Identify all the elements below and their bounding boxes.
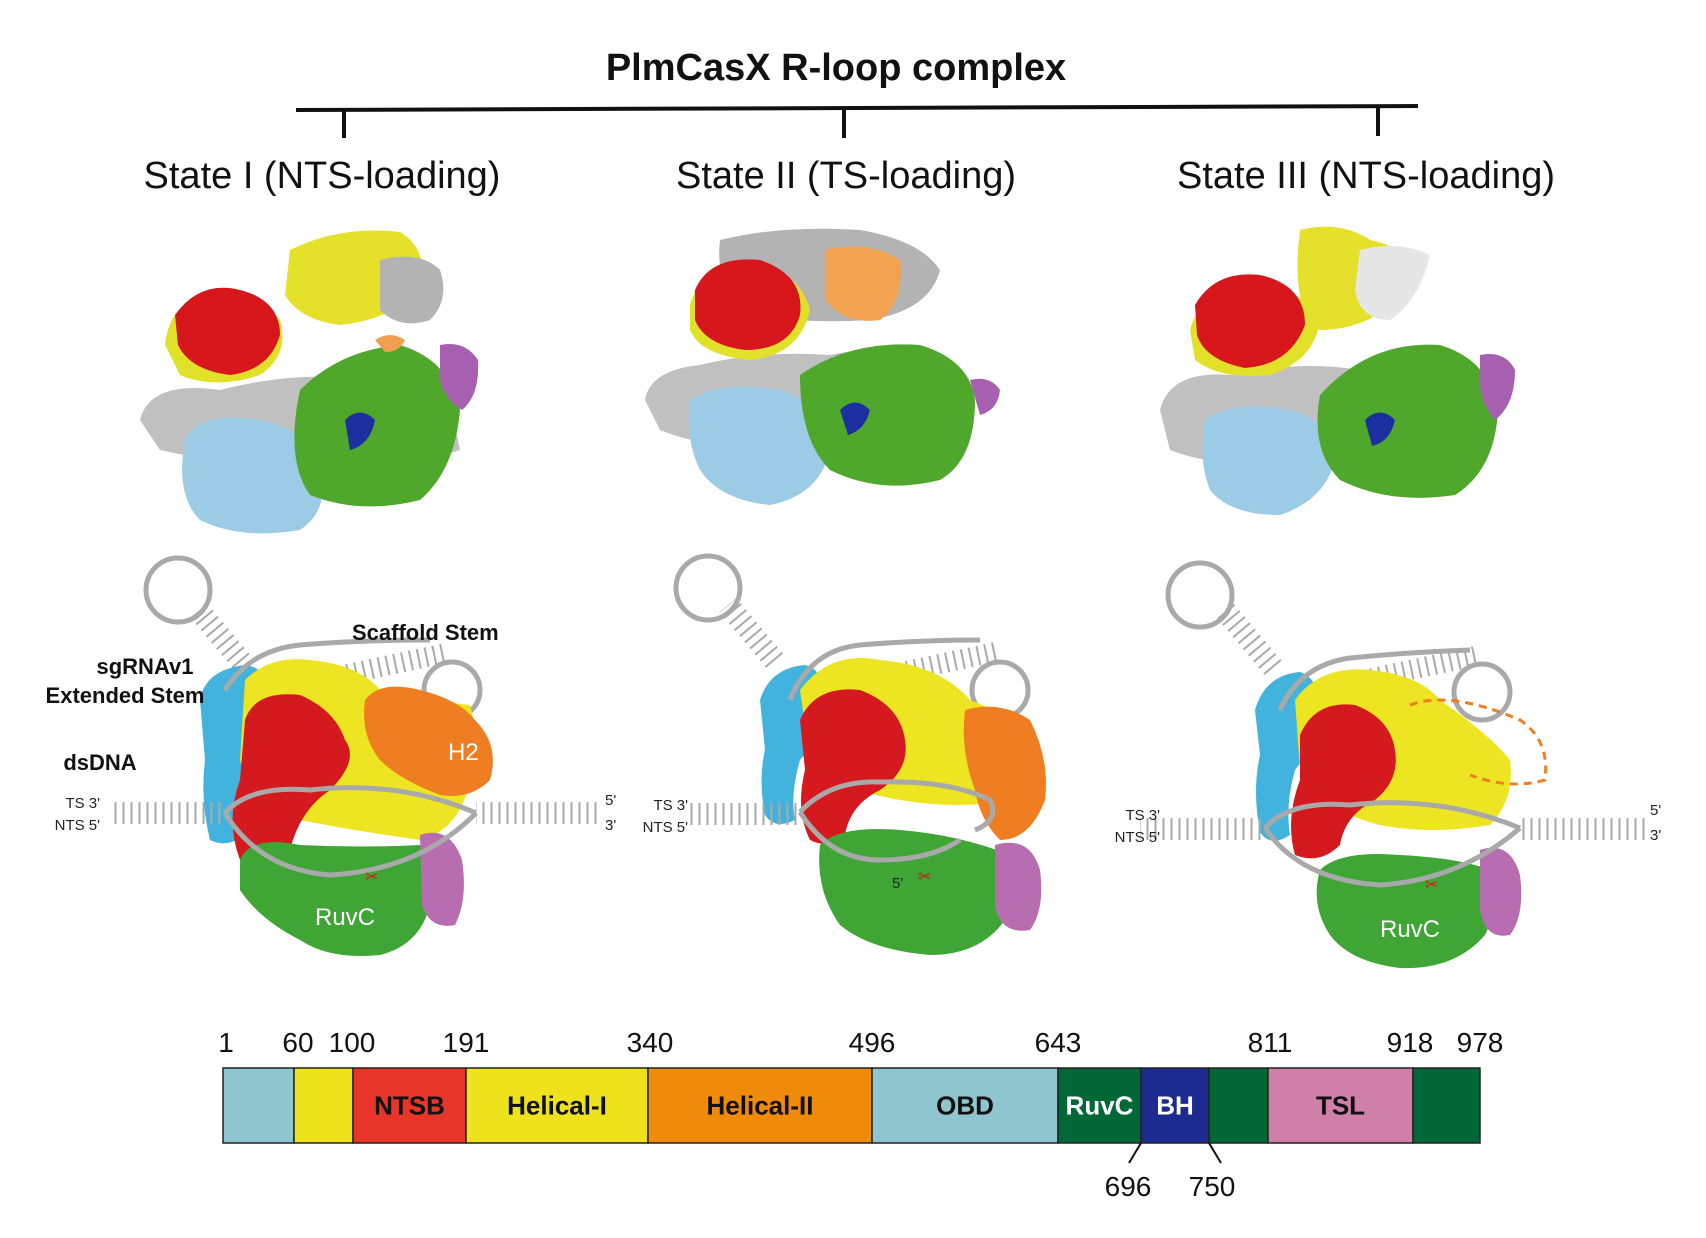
position-label: 1 <box>218 1027 234 1058</box>
position-leader-line <box>1128 1142 1142 1164</box>
label-3prime-state-1: 3' <box>605 817 616 834</box>
cartoon-state-2: TS 3' NTS 5' 5' ✂ <box>643 553 1046 955</box>
domain-label: Helical-II <box>707 1091 814 1121</box>
domain-label: RuvC <box>1066 1091 1134 1121</box>
position-label: 60 <box>282 1027 313 1058</box>
position-label: 750 <box>1189 1171 1236 1202</box>
label-3prime-state-3: 3' <box>1650 827 1661 844</box>
scissors-icon: ✂ <box>365 869 378 886</box>
label-ts3-state-1: TS 3' <box>65 795 100 812</box>
position-label: 978 <box>1457 1027 1504 1058</box>
density-map-state-1 <box>140 230 479 534</box>
domain-segment <box>352 1067 467 1144</box>
domain-label: BH <box>1156 1091 1194 1121</box>
label-ts3-state-3: TS 3' <box>1125 807 1160 824</box>
label-5prime-state-3: 5' <box>1650 802 1661 819</box>
scissors-icon: ✂ <box>1425 877 1438 894</box>
state-2-label: State II (TS-loading) <box>676 155 1016 197</box>
position-label: 191 <box>443 1027 490 1058</box>
domain-label: Helical-I <box>507 1091 607 1121</box>
position-label: 918 <box>1387 1027 1434 1058</box>
label-ruvc-state-3: RuvC <box>1380 916 1440 943</box>
label-nts5-state-2: NTS 5' <box>643 819 689 836</box>
label-5prime-state-1: 5' <box>605 792 616 809</box>
domain-segment <box>1057 1067 1142 1144</box>
label-sgrna-2: Extended Stem <box>46 683 205 708</box>
label-nts5-state-3: NTS 5' <box>1115 829 1161 846</box>
domain-map: NTSB Helical-I Helical-II OBD RuvC BH TSL 1 60 10… <box>218 1027 1503 1202</box>
label-ruvc-state-1: RuvC <box>315 904 375 931</box>
label-sgrna-1: sgRNAv1 <box>97 654 194 679</box>
position-label: 696 <box>1105 1171 1152 1202</box>
position-label: 340 <box>627 1027 674 1058</box>
label-ts3-state-2: TS 3' <box>653 797 688 814</box>
domain-segment <box>1140 1067 1210 1144</box>
label-dsdna: dsDNA <box>63 750 136 775</box>
label-scaffold-stem: Scaffold Stem <box>352 620 499 645</box>
domain-label: OBD <box>936 1091 994 1121</box>
label-nts5-state-1: NTS 5' <box>55 817 101 834</box>
state-1-label: State I (NTS-loading) <box>144 155 501 197</box>
domain-segment <box>1208 1067 1269 1144</box>
label-h2: H2 <box>448 739 479 766</box>
domain-segment <box>1412 1067 1481 1144</box>
position-label: 643 <box>1035 1027 1082 1058</box>
position-label: 811 <box>1248 1027 1293 1058</box>
state-bracket <box>295 104 1419 138</box>
domain-label: NTSB <box>374 1091 445 1121</box>
scissors-icon: ✂ <box>918 869 931 886</box>
domain-segment <box>293 1067 354 1144</box>
position-label: 496 <box>849 1027 896 1058</box>
cartoon-state-3: TS 3' NTS 5' 5' 3' RuvC ✂ <box>1115 560 1661 969</box>
state-3-label: State III (NTS-loading) <box>1177 155 1555 197</box>
position-leader-line <box>1208 1142 1222 1164</box>
domain-segment <box>1267 1067 1414 1144</box>
figure-title: PlmCasX R-loop complex <box>606 47 1066 89</box>
domain-segment <box>222 1067 295 1144</box>
density-map-state-3 <box>1160 226 1515 515</box>
position-label: 100 <box>329 1027 376 1058</box>
domain-label: TSL <box>1316 1091 1365 1121</box>
cartoon-state-1: Scaffold Stem sgRNAv1 Extended Stem dsDN… <box>46 555 616 956</box>
label-5prime-state-2: 5' <box>892 875 903 892</box>
density-map-state-2 <box>645 228 1000 505</box>
